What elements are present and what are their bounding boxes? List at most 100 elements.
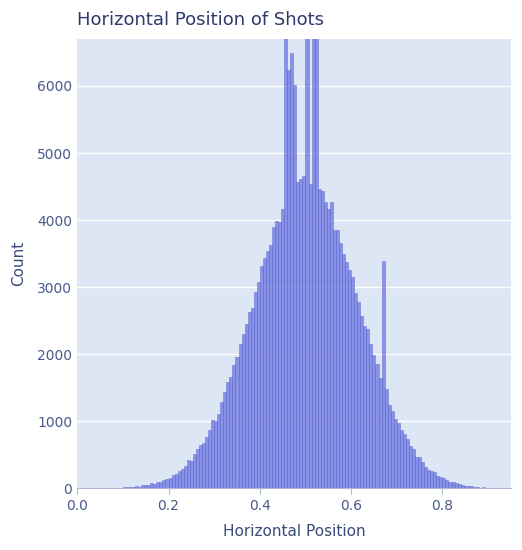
Bar	[476, 487, 479, 488]
Bar	[159, 482, 162, 488]
Bar	[339, 243, 342, 488]
Bar	[409, 446, 412, 488]
Bar	[153, 484, 156, 488]
Bar	[473, 487, 476, 488]
Bar	[345, 262, 348, 488]
Bar	[363, 326, 366, 488]
Bar	[260, 266, 263, 488]
Bar	[293, 85, 296, 488]
Bar	[266, 251, 269, 488]
Bar	[239, 344, 242, 488]
Bar	[144, 485, 147, 488]
Bar	[290, 53, 293, 488]
Bar	[232, 365, 235, 488]
Bar	[123, 487, 126, 488]
Bar	[187, 460, 190, 488]
Bar	[354, 293, 357, 488]
Bar	[412, 449, 415, 488]
Bar	[388, 405, 390, 488]
Bar	[284, 34, 287, 488]
Bar	[269, 245, 272, 488]
Bar	[245, 324, 247, 488]
Bar	[156, 482, 159, 488]
Bar	[351, 277, 354, 488]
Bar	[278, 222, 281, 488]
Bar	[202, 443, 205, 488]
Bar	[421, 463, 424, 488]
Bar	[430, 471, 433, 488]
Bar	[305, 0, 309, 488]
Bar	[193, 454, 196, 488]
Bar	[229, 377, 232, 488]
Bar	[242, 333, 245, 488]
Bar	[177, 471, 181, 488]
Bar	[208, 430, 211, 488]
Bar	[302, 176, 305, 488]
Bar	[147, 485, 150, 488]
Bar	[400, 430, 403, 488]
Bar	[220, 402, 223, 488]
Bar	[254, 292, 257, 488]
Bar	[406, 439, 409, 488]
Bar	[357, 301, 360, 488]
Bar	[211, 420, 214, 488]
Bar	[327, 210, 330, 488]
Bar	[296, 182, 300, 488]
Bar	[272, 227, 275, 488]
Bar	[436, 476, 440, 488]
Bar	[126, 487, 129, 488]
Bar	[172, 475, 174, 488]
Bar	[370, 344, 372, 488]
Text: Horizontal Position of Shots: Horizontal Position of Shots	[77, 11, 324, 29]
Bar	[184, 465, 187, 488]
Bar	[196, 449, 199, 488]
Bar	[138, 487, 141, 488]
Bar	[427, 470, 430, 488]
Bar	[482, 487, 485, 488]
Bar	[300, 179, 302, 488]
Bar	[448, 482, 452, 488]
Bar	[190, 461, 193, 488]
Bar	[470, 486, 473, 488]
Bar	[165, 479, 169, 488]
Bar	[317, 189, 321, 488]
Bar	[382, 261, 385, 488]
Bar	[366, 329, 370, 488]
Bar	[461, 485, 464, 488]
Bar	[372, 355, 375, 488]
Bar	[263, 257, 266, 488]
Bar	[455, 483, 458, 488]
Bar	[433, 471, 436, 488]
Bar	[169, 478, 172, 488]
Bar	[223, 392, 227, 488]
Bar	[390, 411, 394, 488]
Bar	[162, 480, 165, 488]
Bar	[440, 477, 443, 488]
Bar	[135, 487, 138, 488]
Bar	[199, 445, 202, 488]
Bar	[247, 312, 251, 488]
Bar	[227, 382, 229, 488]
X-axis label: Horizontal Position: Horizontal Position	[223, 524, 365, 539]
Bar	[281, 209, 284, 488]
Bar	[336, 230, 339, 488]
Bar	[129, 487, 132, 488]
Bar	[467, 486, 470, 488]
Bar	[141, 486, 144, 488]
Bar	[275, 222, 278, 488]
Bar	[375, 364, 378, 488]
Bar	[342, 254, 345, 488]
Bar	[324, 202, 327, 488]
Bar	[443, 478, 445, 488]
Bar	[287, 70, 290, 488]
Bar	[257, 282, 260, 488]
Bar	[378, 377, 382, 488]
Bar	[415, 457, 418, 488]
Bar	[205, 437, 208, 488]
Bar	[330, 202, 333, 488]
Bar	[217, 414, 220, 488]
Bar	[452, 482, 455, 488]
Bar	[385, 389, 388, 488]
Bar	[403, 434, 406, 488]
Bar	[312, 27, 315, 488]
